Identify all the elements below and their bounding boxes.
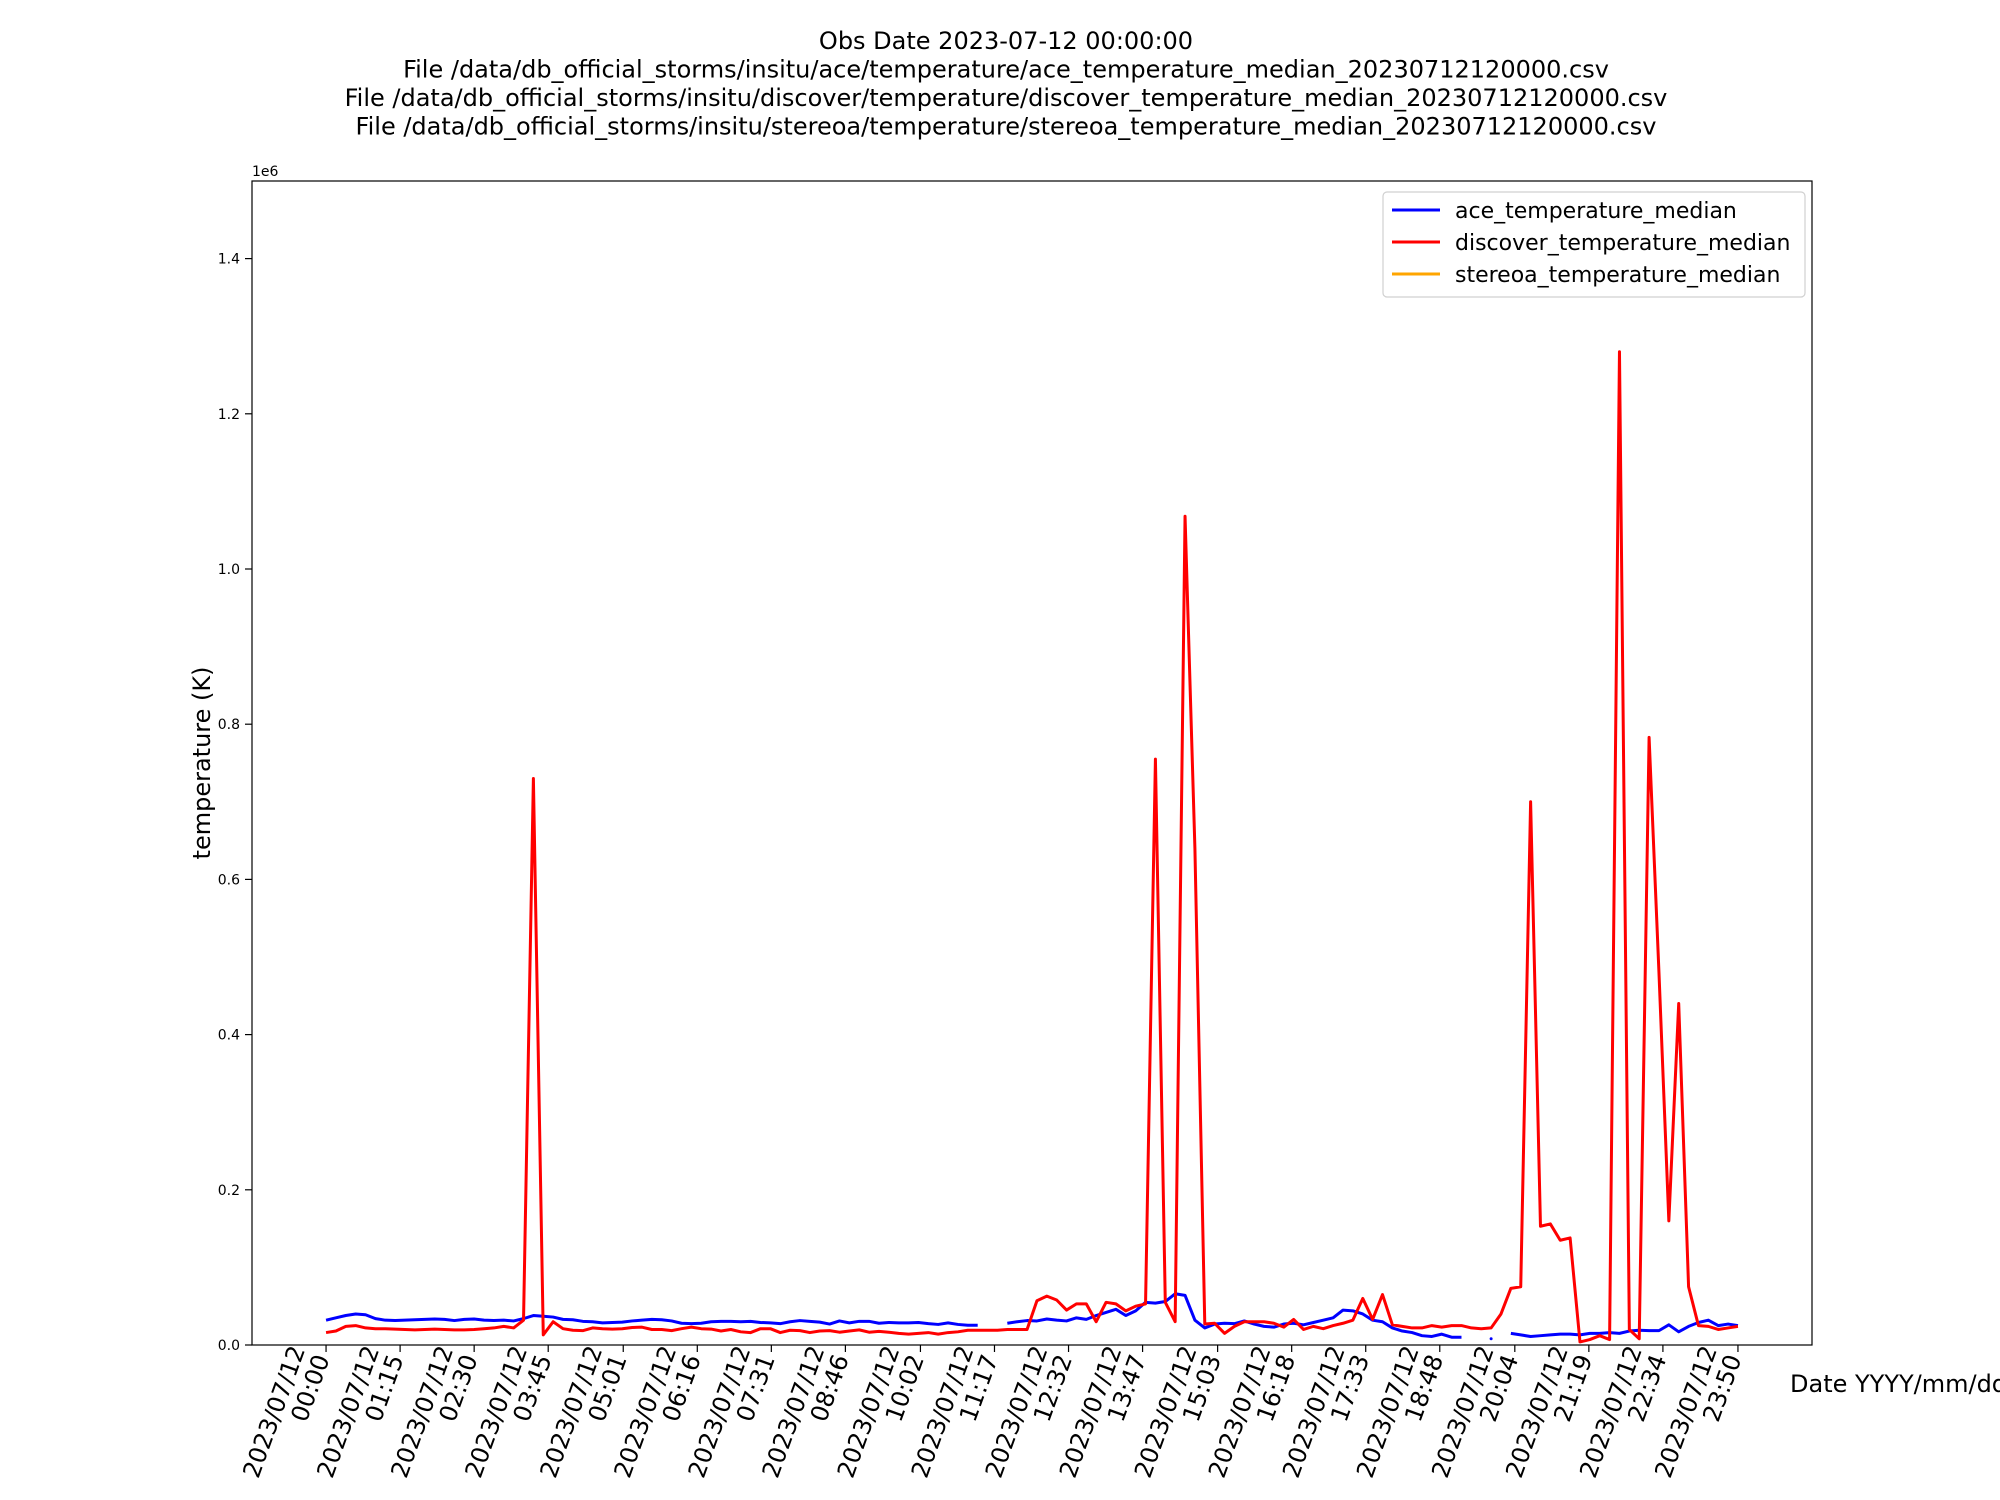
series-discover_temperature_median — [325, 350, 1739, 1344]
series-line-segment — [1007, 1292, 1462, 1339]
plot-area — [251, 180, 1813, 1346]
y-tick-label: 1.0 — [218, 562, 240, 578]
title-line-4: File /data/db_official_storms/insitu/ste… — [356, 113, 1657, 141]
title-line-3: File /data/db_official_storms/insitu/dis… — [345, 84, 1668, 112]
y-tick-label: 1.2 — [218, 407, 240, 423]
series-line-segment — [325, 350, 1739, 1344]
legend-entry: discover_temperature_median — [1455, 231, 1790, 256]
y-tick-label: 0.4 — [218, 1028, 240, 1044]
legend-entry: ace_temperature_median — [1455, 199, 1737, 224]
y-tick-label: 0.2 — [218, 1183, 240, 1199]
title-line-2: File /data/db_official_storms/insitu/ace… — [403, 56, 1609, 84]
y-axis-label: temperature (K) — [188, 667, 216, 860]
y-axis-multiplier: 1e6 — [252, 164, 279, 180]
series-ace_temperature_median — [325, 1292, 1739, 1341]
y-tick-label: 0.0 — [218, 1338, 240, 1354]
y-tick-label: 0.6 — [218, 872, 240, 888]
chart-legend: ace_temperature_median discover_temperatu… — [1382, 191, 1806, 298]
y-axis: 0.0 0.2 0.4 0.6 0.8 1.0 1.2 1.4 — [218, 252, 252, 1354]
series-line-segment — [325, 1312, 978, 1327]
series-lines — [325, 350, 1739, 1344]
x-axis-label: Date YYYY/mm/dd — [1790, 1370, 2000, 1398]
y-tick-label: 1.4 — [218, 252, 240, 268]
legend-box — [1382, 191, 1806, 298]
legend-entry: stereoa_temperature_median — [1455, 263, 1780, 288]
y-tick-label: 0.8 — [218, 717, 240, 733]
x-axis: 2023/07/1200:002023/07/1201:152023/07/12… — [237, 1342, 1747, 1482]
series-line-segment — [1510, 1318, 1739, 1338]
series-point — [1489, 1337, 1493, 1341]
title-line-1: Obs Date 2023-07-12 00:00:00 — [819, 27, 1193, 55]
